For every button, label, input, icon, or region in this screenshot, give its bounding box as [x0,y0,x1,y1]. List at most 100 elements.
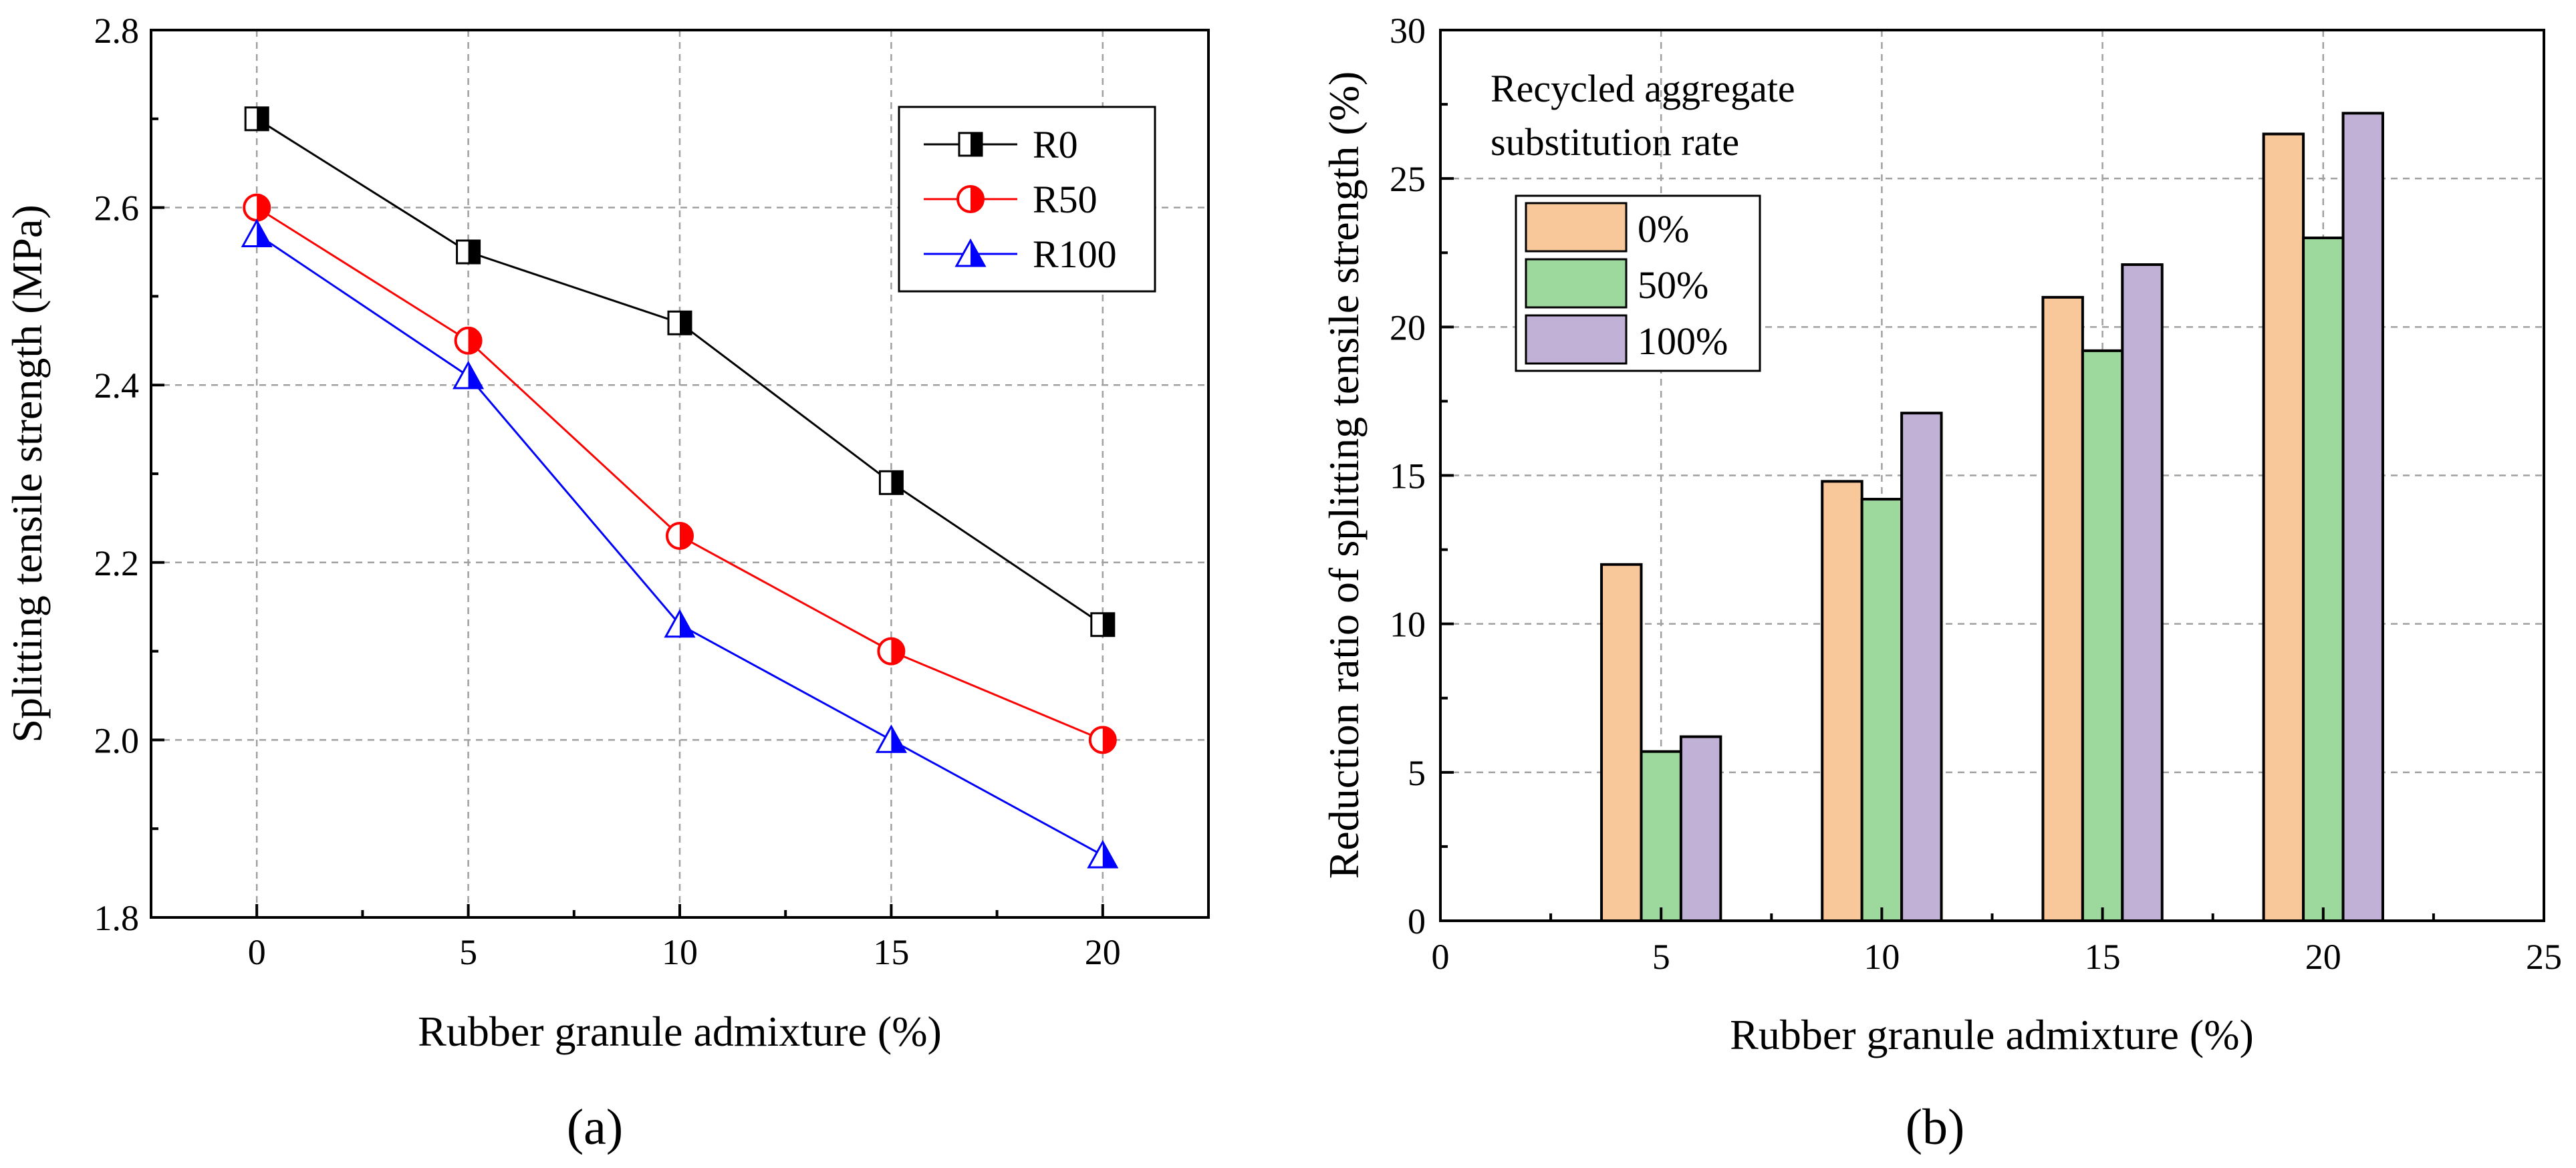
legend-marker-r50 [956,185,985,213]
chart-b-y-tick-label: 0 [1408,901,1426,941]
marker-fill [680,523,692,549]
chart-a-ticks [151,29,1104,919]
legend-label-r100: R100 [1033,233,1117,276]
marker-fill [257,221,271,247]
chart-b-x-tick-label: 5 [1652,937,1670,977]
bar-20-0pct [2262,132,2305,922]
data-point-r50 [243,193,271,222]
chart-b-legend-title-line-2: substitution rate [1491,120,1739,164]
data-point-r0 [1090,612,1116,637]
chart-b-y-tick-label: 10 [1390,605,1426,645]
bar-15-100pct [2121,263,2164,923]
data-point-r100 [1087,839,1119,869]
bar-20-50pct [2302,237,2345,922]
chart-b-x-axis-label: Rubber granule admixture (%) [1730,1011,2254,1058]
chart-b-x-tick-label: 0 [1432,937,1450,977]
marker-fill [468,362,483,388]
marker-fill [1102,727,1116,753]
chart-a-y-tick-labels: 1.8 2.0 2.2 2.4 2.6 2.8 [94,11,140,938]
chart-b-y-axis-label: Reduction ratio of splitting tensile str… [1320,71,1368,879]
marker-fill [680,611,694,637]
chart-b-panel-label: (b) [1906,1099,1965,1155]
marker-fill [1102,613,1114,636]
chart-a-y-tick-label: 2.0 [94,720,140,760]
chart-a-x-tick-label: 0 [248,932,266,972]
chart-a-x-tick-label: 15 [873,932,909,972]
chart-b-x-tick-labels: 0 5 10 15 20 25 [1432,937,2563,977]
chart-b-y-tick-labels: 0 5 10 15 20 25 30 [1390,11,1426,941]
legend-swatch-100pct [1525,314,1628,365]
chart-a-x-tick-label: 20 [1085,932,1121,972]
marker-fill [891,638,904,664]
chart-a: 0 5 10 15 20 1.8 2.0 2.2 2.4 2.6 2.8 Rubber granu… [3,11,1210,1155]
chart-b-ticks [1439,29,2545,922]
chart-a-series [241,106,1119,869]
data-point-r50 [877,637,906,666]
legend-swatch-50pct [1525,258,1628,309]
legend-label-r0: R0 [1033,123,1078,166]
chart-a-y-axis-label: Splitting tensile strength (MPa) [3,204,51,742]
data-point-r0 [244,106,269,132]
chart-a-x-tick-label: 10 [662,932,698,972]
legend-label-50pct: 50% [1638,263,1708,307]
legend-marker-r100 [954,238,987,267]
legend-label-r50: R50 [1033,178,1098,221]
marker-fill [257,194,270,221]
bar-10-50pct [1860,498,1904,922]
data-point-r0 [456,239,481,265]
data-point-r100 [453,360,485,390]
data-point-r100 [875,724,907,753]
data-point-r0 [878,470,904,495]
chart-b-y-tick-label: 15 [1390,456,1426,496]
data-point-r100 [664,609,696,638]
chart-a-x-tick-label: 5 [459,932,477,972]
data-point-r0 [667,310,692,335]
marker-fill [971,241,985,266]
chart-a-y-tick-label: 2.8 [94,11,140,51]
data-point-r100 [241,218,273,247]
chart-a-x-axis-label: Rubber granule admixture (%) [418,1008,942,1055]
legend-marker-r0 [958,132,983,157]
chart-b-bars [1600,112,2384,923]
chart-b-y-tick-label: 20 [1390,307,1426,347]
marker-fill [680,311,691,335]
data-point-r50 [666,521,694,550]
bar-10-0pct [1821,480,1863,922]
chart-b-y-tick-label: 25 [1390,159,1426,199]
chart-a-y-tick-label: 2.2 [94,543,140,583]
marker-fill [891,471,903,494]
chart-b-legend: Recycled aggregate substitution rate 0% 5… [1491,67,1795,372]
chart-a-y-tick-label: 2.6 [94,188,140,229]
chart-a-y-tick-label: 2.4 [94,366,140,406]
marker-fill [468,327,481,353]
chart-b-x-tick-label: 10 [1863,937,1900,977]
bar-5-100pct [1679,735,1722,922]
marker-fill [891,726,906,752]
bar-20-100pct [2341,112,2384,922]
marker-fill [971,186,983,212]
bar-15-50pct [2081,349,2124,922]
chart-b-y-tick-label: 5 [1408,753,1426,793]
chart-b-legend-title-line-1: Recycled aggregate [1491,67,1795,110]
chart-b-x-tick-label: 25 [2526,937,2562,977]
bar-5-50pct [1640,750,1682,922]
data-point-r50 [454,326,483,355]
marker-fill [971,133,982,156]
legend-label-100pct: 100% [1638,319,1728,363]
chart-a-x-tick-labels: 0 5 10 15 20 [248,932,1121,972]
chart-a-panel-label: (a) [567,1099,623,1155]
legend-label-0pct: 0% [1638,207,1689,251]
chart-b-y-tick-label: 30 [1390,11,1426,51]
marker-fill [1102,842,1117,868]
chart-b-x-tick-label: 15 [2085,937,2121,977]
data-point-r50 [1088,726,1117,754]
chart-b-x-tick-label: 20 [2305,937,2341,977]
bar-10-100pct [1900,412,1943,922]
chart-a-legend: R0 R50 R100 [898,106,1156,293]
marker-fill [468,241,480,263]
chart-b: 0 5 10 15 20 25 0 5 10 15 20 25 30 Rubber granule a… [1320,11,2562,1155]
bar-15-0pct [2041,295,2084,922]
marker-fill [257,107,269,130]
bar-5-0pct [1600,563,1643,922]
